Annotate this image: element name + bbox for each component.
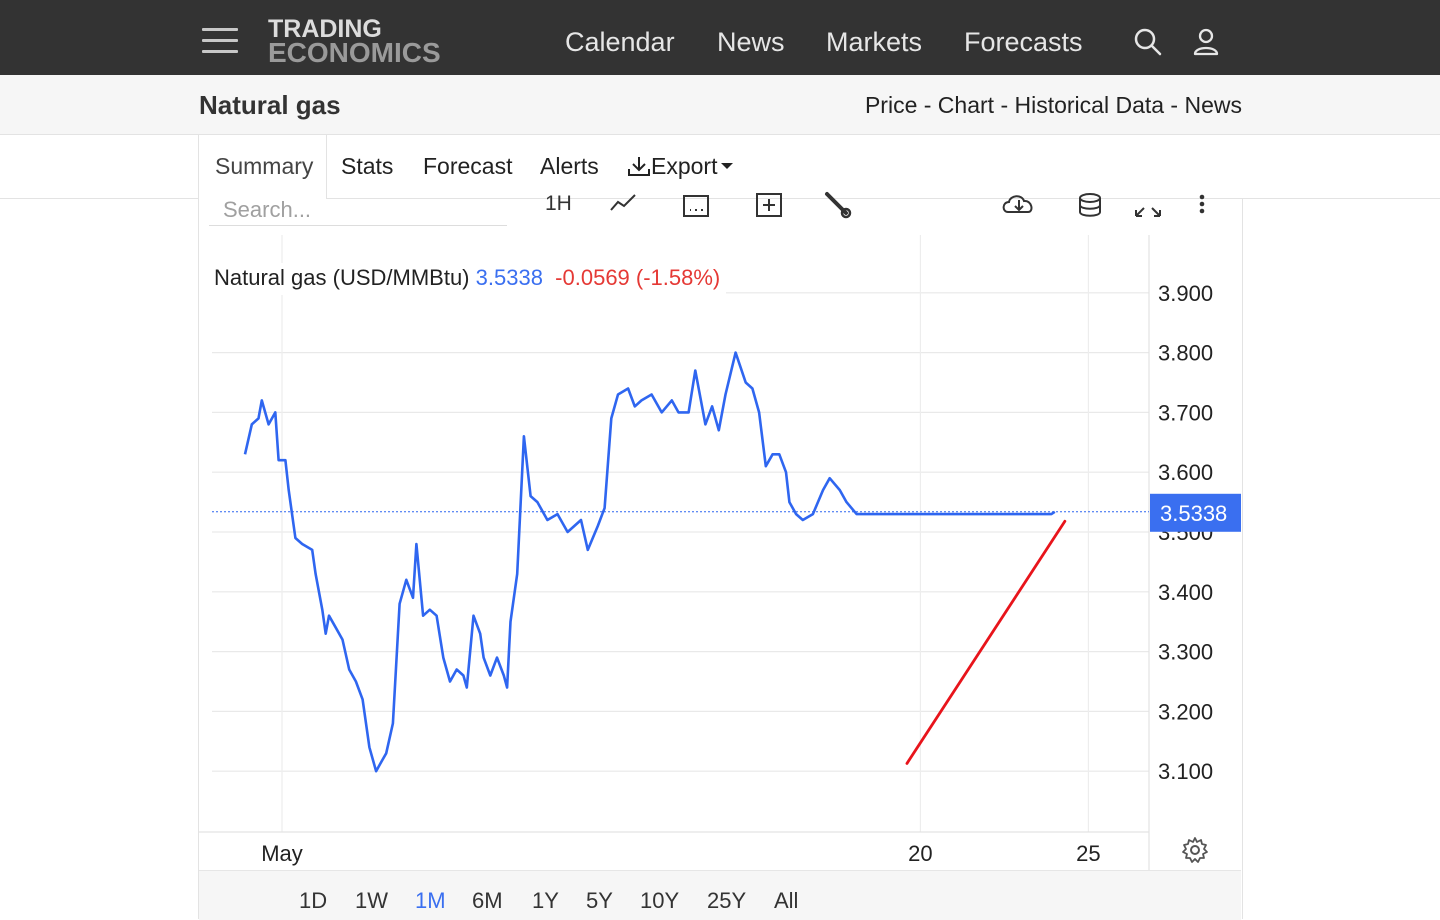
tab-bar: Summary Stats Forecast Alerts Export xyxy=(0,135,1440,199)
tab-alerts[interactable]: Alerts xyxy=(540,153,599,179)
chart-type-icon[interactable] xyxy=(608,190,640,218)
y-tick-label: 3.600 xyxy=(1158,460,1213,485)
last-price-badge: 3.5338 xyxy=(1150,493,1241,532)
menu-icon[interactable] xyxy=(202,26,238,56)
calendar-icon[interactable] xyxy=(681,190,713,218)
logo[interactable]: TRADING ECONOMICS xyxy=(268,15,441,68)
fullscreen-icon[interactable] xyxy=(1132,190,1164,220)
range-25y[interactable]: 25Y xyxy=(707,888,747,913)
range-all[interactable]: All xyxy=(774,888,799,913)
logo-line2: ECONOMICS xyxy=(268,37,441,68)
title-links[interactable]: Price - Chart - Historical Data - News xyxy=(864,92,1242,118)
settings-gear-icon[interactable] xyxy=(1181,836,1209,864)
range-bar: 1D 1W 1M 6M 1Y 5Y 10Y 25Y All xyxy=(199,870,1241,920)
search-icon[interactable] xyxy=(1132,26,1164,58)
title-bar: Natural gas Price - Chart - Historical D… xyxy=(0,75,1440,135)
y-tick-label: 3.800 xyxy=(1158,341,1213,366)
y-axis: 3.1003.2003.3003.4003.5003.6003.7003.800… xyxy=(1148,235,1213,870)
range-5y[interactable]: 5Y xyxy=(586,888,613,913)
more-vertical-icon[interactable] xyxy=(1195,190,1209,220)
y-tick-label: 3.200 xyxy=(1158,699,1213,724)
download-icon xyxy=(628,157,650,176)
add-compare-icon[interactable] xyxy=(754,190,786,218)
y-tick-label: 3.300 xyxy=(1158,640,1213,665)
range-6m[interactable]: 6M xyxy=(472,888,503,913)
tab-forecast[interactable]: Forecast xyxy=(423,153,513,179)
x-tick-label: 25 xyxy=(1076,841,1100,866)
chart-grid xyxy=(212,235,1149,832)
range-1d[interactable]: 1D xyxy=(299,888,328,913)
last-price-badge-label: 3.5338 xyxy=(1160,501,1227,526)
legend-name: Natural gas (USD/MMBtu) xyxy=(214,265,470,290)
tab-stats[interactable]: Stats xyxy=(341,153,394,179)
page-title: Natural gas xyxy=(199,90,341,120)
x-tick-label: 20 xyxy=(908,841,932,866)
nav-markets[interactable]: Markets xyxy=(826,27,923,57)
trendline[interactable] xyxy=(905,519,1067,765)
y-tick-label: 3.400 xyxy=(1158,580,1213,605)
user-icon[interactable] xyxy=(1190,26,1222,58)
x-axis: May202530Jun11 xyxy=(199,831,1149,866)
top-navbar: TRADING ECONOMICS Calendar News Markets … xyxy=(0,0,1440,75)
series-line[interactable] xyxy=(243,351,1056,773)
tab-summary[interactable]: Summary xyxy=(198,135,327,199)
range-10y[interactable]: 10Y xyxy=(640,888,680,913)
search-input[interactable] xyxy=(209,194,507,226)
y-tick-label: 3.100 xyxy=(1158,759,1213,784)
database-icon[interactable] xyxy=(1076,190,1104,218)
chart-legend: Natural gas (USD/MMBtu) 3.5338 -0.0569 (… xyxy=(208,263,727,295)
interval-selector[interactable]: 1H xyxy=(545,192,572,215)
caret-down-icon xyxy=(721,163,734,169)
y-tick-label: 3.700 xyxy=(1158,400,1213,425)
nav-forecasts[interactable]: Forecasts xyxy=(964,27,1083,57)
nav-calendar[interactable]: Calendar xyxy=(565,27,675,57)
x-tick-label: May xyxy=(261,841,303,866)
last-price-badge-bg xyxy=(1150,493,1241,532)
range-1m[interactable]: 1M xyxy=(415,888,446,913)
legend-change: -0.0569 (-1.58%) xyxy=(555,265,721,290)
legend-value: 3.5338 xyxy=(475,265,543,290)
y-tick-label: 3.900 xyxy=(1158,281,1213,306)
wrench-icon[interactable] xyxy=(822,190,854,220)
logo-line1: TRADING xyxy=(268,15,382,43)
tab-export[interactable]: Export xyxy=(627,153,734,180)
price-chart[interactable]: 3.1003.2003.3003.4003.5003.6003.7003.800… xyxy=(199,230,1241,870)
export-label: Export xyxy=(651,153,718,179)
chart-panel xyxy=(198,199,1243,919)
tab-summary-label: Summary xyxy=(215,153,314,179)
range-1y[interactable]: 1Y xyxy=(532,888,559,913)
range-1w[interactable]: 1W xyxy=(355,888,388,913)
nav-news[interactable]: News xyxy=(717,27,785,57)
cloud-download-icon[interactable] xyxy=(1000,190,1038,218)
